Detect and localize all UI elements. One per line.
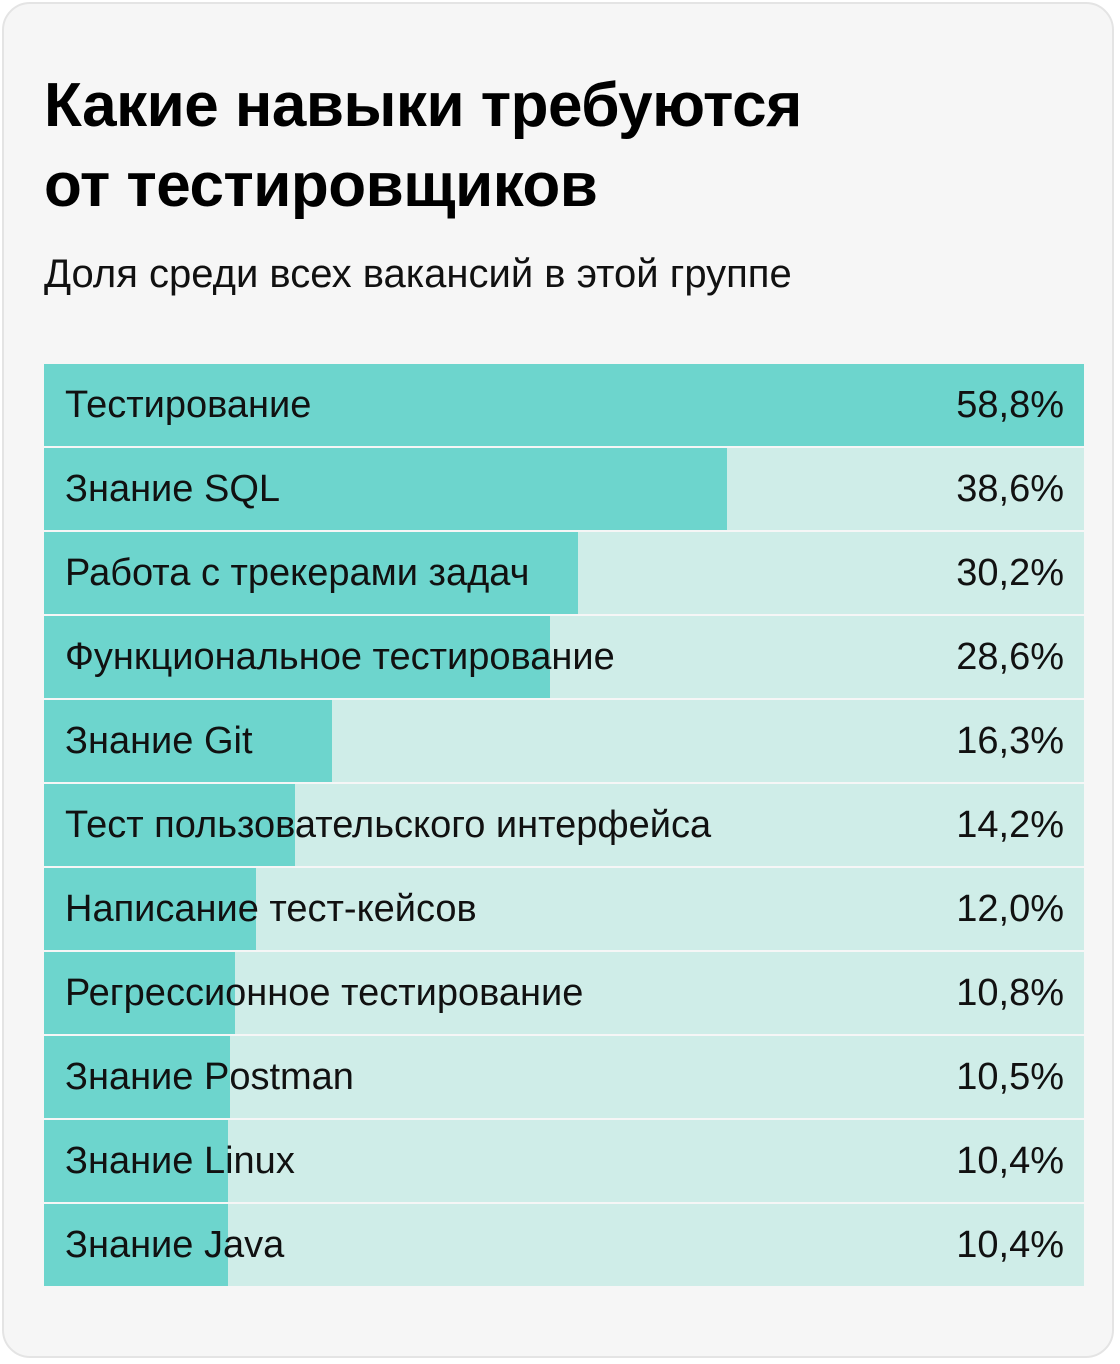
bar-row: Тестирование 58,8% bbox=[44, 364, 1084, 446]
bar-label: Знание Linux bbox=[65, 1140, 295, 1182]
bar bbox=[44, 1204, 228, 1286]
bar-row: Знание SQL 38,6% bbox=[44, 448, 1084, 530]
bar-label: Знание Postman bbox=[65, 1056, 354, 1098]
bar-label: Функциональное тестирование bbox=[65, 636, 615, 678]
bar-value-label: 16,3% bbox=[956, 720, 1064, 762]
bar-row: Знание Linux 10,4% bbox=[44, 1120, 1084, 1202]
bar bbox=[44, 448, 727, 530]
bar-value-label: 10,5% bbox=[956, 1056, 1064, 1098]
bar-label: Тестирование bbox=[65, 384, 312, 426]
bar-row: Знание Git 16,3% bbox=[44, 700, 1084, 782]
bar bbox=[44, 700, 332, 782]
bar bbox=[44, 868, 256, 950]
bar-row: Написание тест-кейсов 12,0% bbox=[44, 868, 1084, 950]
bar-value-label: 58,8% bbox=[956, 384, 1064, 426]
bar-label: Работа с трекерами задач bbox=[65, 552, 530, 594]
bar bbox=[44, 1120, 228, 1202]
bar bbox=[44, 616, 550, 698]
bar-row: Функциональное тестирование 28,6% bbox=[44, 616, 1084, 698]
bar-row: Работа с трекерами задач 30,2% bbox=[44, 532, 1084, 614]
bar-label: Знание Java bbox=[65, 1224, 285, 1266]
bar-value-label: 38,6% bbox=[956, 468, 1064, 510]
chart-title-line-1: Какие навыки требуются bbox=[44, 71, 802, 140]
bar-value-label: 14,2% bbox=[956, 804, 1064, 846]
bar-value-label: 10,8% bbox=[956, 972, 1064, 1014]
bar-value-label: 10,4% bbox=[956, 1140, 1064, 1182]
bar-value-label: 12,0% bbox=[956, 888, 1064, 930]
bar-label: Регрессионное тестирование bbox=[65, 972, 584, 1014]
chart-title: Какие навыки требуются от тестировщиков bbox=[44, 66, 1044, 226]
bar-label: Тест пользовательского интерфейса bbox=[65, 804, 712, 846]
bar bbox=[44, 1036, 230, 1118]
bar-value-label: 28,6% bbox=[956, 636, 1064, 678]
bar-row: Регрессионное тестирование 10,8% bbox=[44, 952, 1084, 1034]
chart-title-line-2: от тестировщиков bbox=[44, 151, 598, 220]
bar bbox=[44, 532, 578, 614]
bar bbox=[44, 364, 1084, 446]
bar-chart: Тестирование 58,8% Знание SQL 38,6% Работа с… bbox=[44, 364, 1084, 1288]
bar-row: Знание Java 10,4% bbox=[44, 1204, 1084, 1286]
chart-subtitle: Доля среди всех вакансий в этой группе bbox=[44, 252, 792, 296]
bar bbox=[44, 952, 235, 1034]
bar bbox=[44, 784, 295, 866]
bar-label: Знание Git bbox=[65, 720, 253, 762]
bar-value-label: 30,2% bbox=[956, 552, 1064, 594]
bar-row: Знание Postman 10,5% bbox=[44, 1036, 1084, 1118]
bar-row: Тест пользовательского интерфейса 14,2% bbox=[44, 784, 1084, 866]
bar-label: Знание SQL bbox=[65, 468, 281, 510]
bar-label: Написание тест-кейсов bbox=[65, 888, 477, 930]
bar-value-label: 10,4% bbox=[956, 1224, 1064, 1266]
